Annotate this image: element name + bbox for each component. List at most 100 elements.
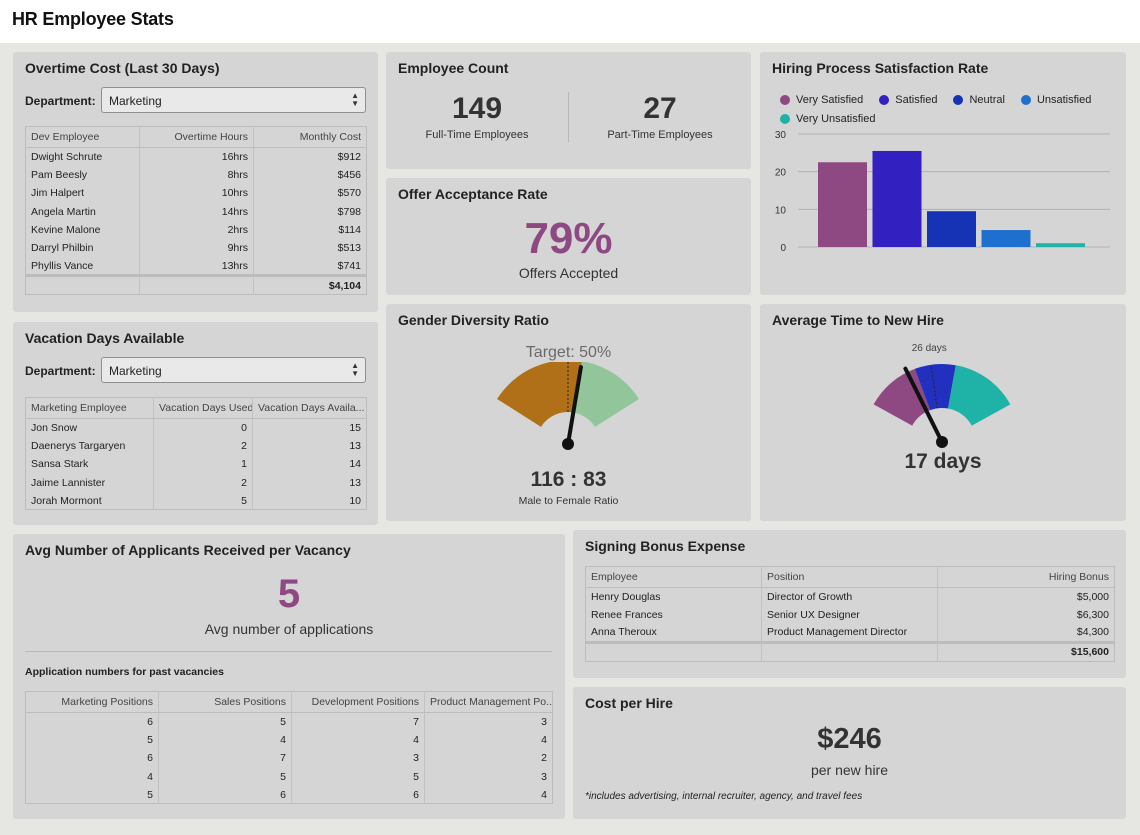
- table-cell: $114: [253, 220, 367, 239]
- table-cell: Jim Halpert: [31, 187, 85, 200]
- column-header[interactable]: Dev Employee: [25, 126, 140, 148]
- gender-ratio-label: Male to Female Ratio: [518, 495, 619, 507]
- select-arrows-icon: ▲ ▼: [351, 91, 359, 108]
- overtime-department-value: Marketing: [109, 94, 162, 108]
- column-header[interactable]: Overtime Hours: [139, 126, 254, 148]
- table-cell: 5: [291, 767, 425, 786]
- legend-item[interactable]: Neutral: [953, 91, 1005, 109]
- table-row[interactable]: Dwight Schrute 16hrs $912: [26, 147, 367, 166]
- table-cell: Angela Martin: [31, 205, 96, 218]
- legend-label: Unsatisfied: [1036, 94, 1092, 106]
- table-row[interactable]: Phyllis Vance 13hrs $741: [26, 257, 367, 276]
- table-row[interactable]: Anna Theroux Product Management Director $…: [586, 624, 1115, 643]
- table-cell: 6: [291, 785, 425, 804]
- applicants-table: Marketing Positions Sales Positions Deve…: [25, 691, 553, 805]
- table-row[interactable]: Darryl Philbin 9hrs $513: [26, 238, 367, 258]
- table-row[interactable]: Pam Beesly 8hrs $456: [26, 165, 367, 185]
- employee-count-title: Employee Count: [398, 60, 509, 76]
- table-row[interactable]: Sansa Stark 1 14: [26, 455, 367, 474]
- column-header[interactable]: Product Management Po...: [424, 691, 553, 713]
- legend-label: Neutral: [969, 94, 1005, 106]
- gauge-target-label: 26 days: [912, 343, 947, 354]
- table-row[interactable]: Jim Halpert 10hrs $570: [26, 184, 367, 203]
- bar-unsatisfied: [981, 230, 1031, 247]
- column-header[interactable]: Sales Positions: [158, 691, 292, 713]
- table-cell: Renee Frances: [591, 608, 663, 621]
- overtime-cost-title: Overtime Cost (Last 30 Days): [25, 60, 220, 76]
- table-cell: 4: [424, 785, 553, 804]
- table-row[interactable]: Jorah Mormont 5 10: [26, 491, 367, 510]
- table-cell: 10hrs: [139, 184, 254, 203]
- satisfaction-title: Hiring Process Satisfaction Rate: [772, 60, 989, 76]
- table-cell: Darryl Philbin: [31, 242, 94, 255]
- legend-item[interactable]: Very Satisfied: [780, 91, 863, 109]
- table-cell: $5,000: [937, 587, 1115, 606]
- overtime-department-select[interactable]: Marketing ▲ ▼: [101, 87, 366, 113]
- legend-item[interactable]: Unsatisfied: [1020, 91, 1092, 109]
- table-cell: $6,300: [937, 605, 1115, 625]
- table-cell: 2hrs: [139, 220, 254, 239]
- table-cell: 0: [153, 418, 253, 437]
- vacation-department-value: Marketing: [109, 364, 162, 378]
- column-header[interactable]: Monthly Cost: [253, 126, 367, 148]
- bar-satisfied: [872, 150, 922, 247]
- overtime-department-label: Department:: [25, 94, 96, 108]
- vacation-days-card: Vacation Days Available Department: Mark…: [13, 322, 378, 525]
- table-row[interactable]: Henry Douglas Director of Growth $5,000: [586, 587, 1115, 606]
- table-cell: Dwight Schrute: [31, 150, 103, 163]
- table-cell: 5: [147, 733, 153, 746]
- column-header[interactable]: Vacation Days Used: [153, 397, 253, 419]
- signing-bonus-title: Signing Bonus Expense: [585, 538, 746, 554]
- legend-item[interactable]: Very Unsatisfied: [780, 110, 875, 128]
- table-row[interactable]: Jaime Lannister 2 13: [26, 473, 367, 492]
- table-row[interactable]: Renee Frances Senior UX Designer $6,300: [586, 605, 1115, 625]
- table-row[interactable]: Angela Martin 14hrs $798: [26, 202, 367, 221]
- table-row[interactable]: Daenerys Targaryen 2 13: [26, 436, 367, 456]
- table-cell: [761, 640, 938, 662]
- overtime-table: Dev Employee Overtime Hours Monthly Cost…: [25, 126, 367, 296]
- cost-per-hire-title: Cost per Hire: [585, 695, 673, 711]
- column-header[interactable]: Marketing Positions: [25, 691, 159, 713]
- table-row[interactable]: Jon Snow 0 15: [26, 418, 367, 437]
- table-cell: 5: [153, 491, 253, 510]
- column-header[interactable]: Position: [761, 566, 938, 588]
- legend-item[interactable]: Satisfied: [879, 91, 937, 109]
- vacation-department-select[interactable]: Marketing ▲ ▼: [101, 357, 366, 383]
- table-header-row: Employee Position Hiring Bonus: [585, 566, 1115, 588]
- time-to-hire-title: Average Time to New Hire: [772, 312, 944, 328]
- table-cell: 3: [424, 767, 553, 786]
- table-cell: [139, 274, 254, 295]
- table-header-row: Dev Employee Overtime Hours Monthly Cost: [25, 126, 367, 148]
- table-cell: Kevine Malone: [31, 223, 101, 236]
- table-cell: 3: [424, 712, 553, 731]
- column-header[interactable]: Hiring Bonus: [937, 566, 1115, 588]
- table-cell: [585, 640, 762, 662]
- table-cell: Jon Snow: [31, 421, 78, 434]
- select-arrows-icon: ▲ ▼: [351, 361, 359, 378]
- column-header[interactable]: Vacation Days Availa...: [252, 397, 367, 419]
- table-header-row: Marketing Positions Sales Positions Deve…: [25, 691, 553, 713]
- gauge-band-3: [948, 365, 1011, 426]
- offer-acceptance-title: Offer Acceptance Rate: [398, 186, 548, 202]
- legend-label: Very Unsatisfied: [796, 113, 876, 125]
- gauge-female-segment: [573, 362, 639, 427]
- table-row[interactable]: Kevine Malone 2hrs $114: [26, 220, 367, 239]
- satisfaction-bar-chart: 0 10 20 30: [775, 130, 1110, 254]
- applicants-label: Avg number of applications: [204, 621, 374, 637]
- column-header[interactable]: Marketing Employee: [25, 397, 154, 419]
- y-tick-label: 0: [780, 243, 786, 254]
- table-cell: 13: [252, 473, 367, 492]
- column-header[interactable]: Development Positions: [291, 691, 425, 713]
- gauge-needle: [566, 365, 583, 446]
- column-header[interactable]: Employee: [585, 566, 762, 588]
- table-cell: Sansa Stark: [31, 458, 89, 471]
- divider: [568, 92, 569, 142]
- vacation-days-title: Vacation Days Available: [25, 330, 185, 346]
- table-cell: $912: [253, 147, 367, 166]
- chart-legend: Very Satisfied Satisfied Neutral Unsatisfie…: [780, 91, 1120, 129]
